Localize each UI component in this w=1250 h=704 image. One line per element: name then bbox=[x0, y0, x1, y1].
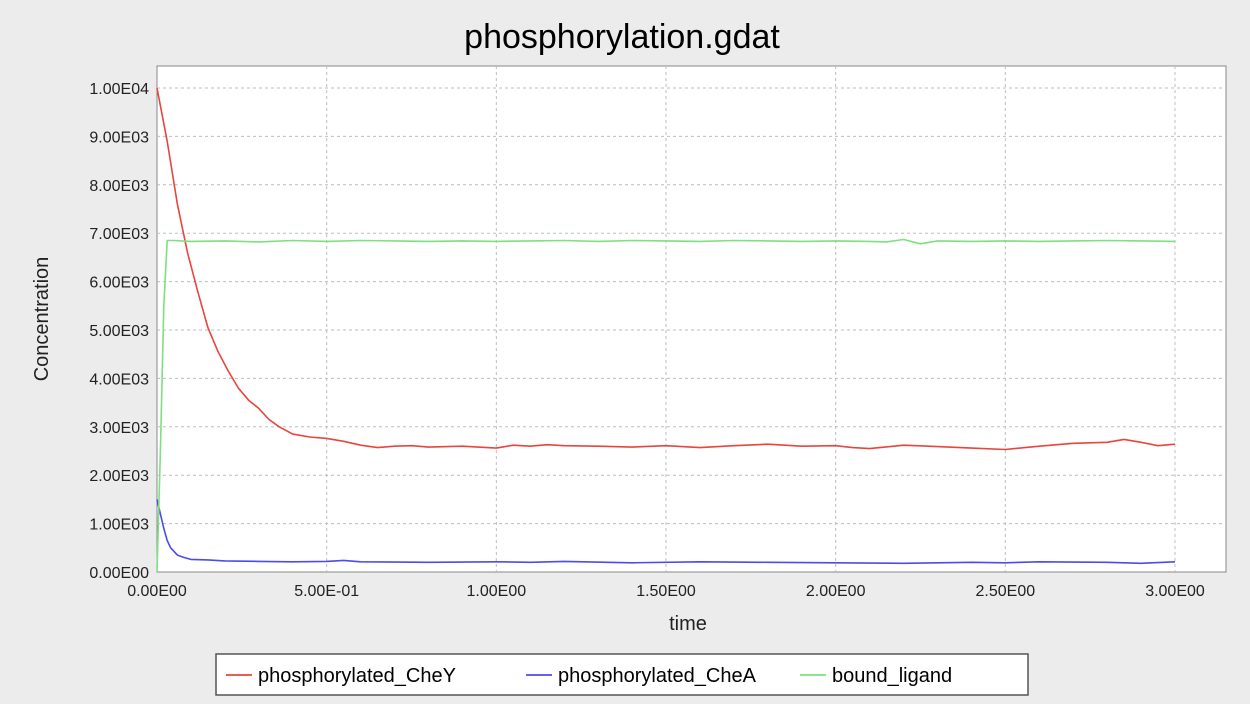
x-tick-label: 3.00E00 bbox=[1145, 583, 1205, 600]
y-tick-label: 5.00E03 bbox=[89, 323, 149, 340]
y-tick-label: 2.00E03 bbox=[89, 468, 149, 485]
grid bbox=[157, 66, 1226, 572]
series-lines bbox=[156, 87, 1176, 573]
x-tick-label: 1.00E00 bbox=[467, 583, 527, 600]
legend-box bbox=[215, 653, 1029, 696]
y-tick-label: 4.00E03 bbox=[89, 371, 149, 388]
x-tick-label: 5.00E-01 bbox=[294, 583, 359, 600]
series-line-bound_ligand bbox=[156, 238, 1176, 573]
plot-area bbox=[156, 65, 1227, 573]
y-tick-label: 8.00E03 bbox=[89, 178, 149, 195]
y-tick-label: 3.00E03 bbox=[89, 420, 149, 437]
y-tick-label: 1.00E04 bbox=[89, 81, 149, 98]
chart-title: phosphorylation.gdat bbox=[464, 18, 780, 56]
x-tick-label: 0.00E00 bbox=[127, 583, 187, 600]
y-tick-label: 7.00E03 bbox=[89, 226, 149, 243]
series-line-phosphorylated_CheA bbox=[156, 499, 1176, 565]
x-tick-label: 2.50E00 bbox=[976, 583, 1036, 600]
y-tick-label: 1.00E03 bbox=[89, 517, 149, 534]
y-tick-label: 0.00E00 bbox=[89, 565, 149, 582]
legend-label-bound_ligand: bound_ligand bbox=[832, 665, 952, 687]
legend-label-phosphorylated_CheA: phosphorylated_CheA bbox=[558, 665, 757, 687]
y-tick-label: 6.00E03 bbox=[89, 275, 149, 292]
x-axis-label: time bbox=[669, 613, 707, 635]
legend-label-phosphorylated_CheY: phosphorylated_CheY bbox=[258, 665, 456, 687]
legend: phosphorylated_CheY phosphorylated_CheA bo… bbox=[215, 653, 1029, 696]
y-axis-label: Concentration bbox=[31, 257, 53, 382]
x-tick-label: 2.00E00 bbox=[806, 583, 866, 600]
tick-labels: 0.00E00 5.00E-01 1.00E00 1.50E00 2.00E00 2.50… bbox=[89, 81, 1205, 600]
x-tick-label: 1.50E00 bbox=[636, 583, 696, 600]
series-line-phosphorylated_CheY bbox=[156, 87, 1176, 451]
y-tick-label: 9.00E03 bbox=[89, 129, 149, 146]
